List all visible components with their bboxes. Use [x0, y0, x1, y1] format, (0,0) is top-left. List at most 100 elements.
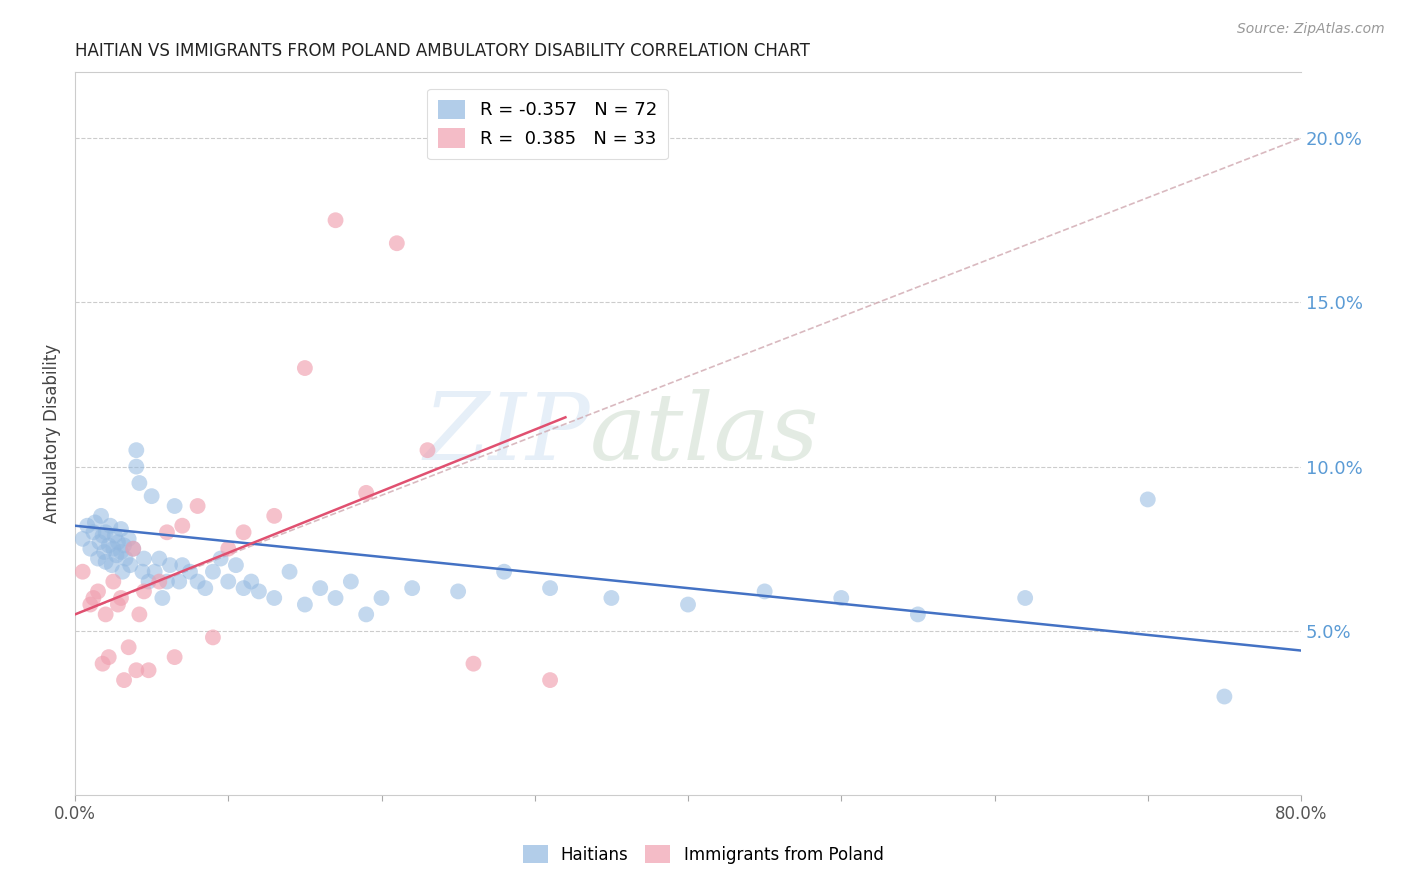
Point — [294, 598, 316, 612]
Point — [131, 565, 153, 579]
Point — [201, 631, 224, 645]
Point — [82, 525, 104, 540]
Point — [89, 535, 111, 549]
Point — [122, 541, 145, 556]
Point — [309, 581, 332, 595]
Point — [163, 650, 186, 665]
Point — [1213, 690, 1236, 704]
Text: HAITIAN VS IMMIGRANTS FROM POLAND AMBULATORY DISABILITY CORRELATION CHART: HAITIAN VS IMMIGRANTS FROM POLAND AMBULA… — [75, 42, 810, 60]
Point — [159, 558, 181, 573]
Point — [114, 551, 136, 566]
Point — [103, 574, 125, 589]
Point — [132, 584, 155, 599]
Point — [112, 538, 135, 552]
Point — [101, 558, 124, 573]
Point — [105, 549, 128, 563]
Point — [107, 535, 129, 549]
Point — [538, 673, 561, 687]
Point — [141, 489, 163, 503]
Point — [90, 508, 112, 523]
Point — [91, 657, 114, 671]
Point — [107, 598, 129, 612]
Point — [187, 499, 209, 513]
Point — [263, 591, 285, 605]
Point — [72, 565, 94, 579]
Point — [72, 532, 94, 546]
Point — [125, 443, 148, 458]
Point — [194, 581, 217, 595]
Point — [494, 565, 516, 579]
Point — [209, 551, 232, 566]
Point — [93, 545, 115, 559]
Point — [232, 581, 254, 595]
Point — [225, 558, 247, 573]
Point — [463, 657, 485, 671]
Point — [240, 574, 263, 589]
Point — [97, 538, 120, 552]
Point — [340, 574, 363, 589]
Point — [97, 650, 120, 665]
Point — [94, 607, 117, 622]
Point — [110, 545, 132, 559]
Point — [172, 558, 194, 573]
Point — [128, 475, 150, 490]
Point — [112, 673, 135, 687]
Point — [125, 663, 148, 677]
Point — [103, 541, 125, 556]
Point — [907, 607, 929, 622]
Text: Source: ZipAtlas.com: Source: ZipAtlas.com — [1237, 22, 1385, 37]
Point — [138, 574, 160, 589]
Point — [138, 663, 160, 677]
Point — [172, 518, 194, 533]
Point — [148, 574, 170, 589]
Point — [538, 581, 561, 595]
Legend: R = -0.357   N = 72, R =  0.385   N = 33: R = -0.357 N = 72, R = 0.385 N = 33 — [427, 88, 668, 159]
Point — [447, 584, 470, 599]
Point — [754, 584, 776, 599]
Point — [830, 591, 852, 605]
Point — [110, 591, 132, 605]
Point — [148, 551, 170, 566]
Point — [263, 508, 285, 523]
Point — [401, 581, 423, 595]
Point — [325, 213, 347, 227]
Point — [232, 525, 254, 540]
Point — [294, 361, 316, 376]
Point — [82, 591, 104, 605]
Point — [201, 565, 224, 579]
Text: atlas: atlas — [591, 389, 820, 479]
Point — [416, 443, 439, 458]
Point — [676, 598, 699, 612]
Y-axis label: Ambulatory Disability: Ambulatory Disability — [44, 344, 60, 524]
Point — [98, 518, 121, 533]
Point — [217, 541, 239, 556]
Point — [125, 459, 148, 474]
Point — [1136, 492, 1159, 507]
Point — [354, 486, 377, 500]
Point — [76, 518, 98, 533]
Point — [110, 522, 132, 536]
Point — [132, 551, 155, 566]
Point — [600, 591, 623, 605]
Point — [87, 584, 110, 599]
Point — [111, 565, 134, 579]
Point — [104, 528, 127, 542]
Point — [385, 236, 408, 251]
Point — [79, 598, 101, 612]
Point — [143, 565, 166, 579]
Point — [1014, 591, 1036, 605]
Text: ZIP: ZIP — [423, 389, 591, 479]
Point — [370, 591, 392, 605]
Point — [278, 565, 301, 579]
Point — [247, 584, 270, 599]
Point — [94, 555, 117, 569]
Point — [354, 607, 377, 622]
Point — [87, 551, 110, 566]
Point — [179, 565, 201, 579]
Point — [325, 591, 347, 605]
Point — [117, 640, 139, 655]
Point — [120, 558, 142, 573]
Point — [91, 528, 114, 542]
Point — [150, 591, 173, 605]
Point — [122, 541, 145, 556]
